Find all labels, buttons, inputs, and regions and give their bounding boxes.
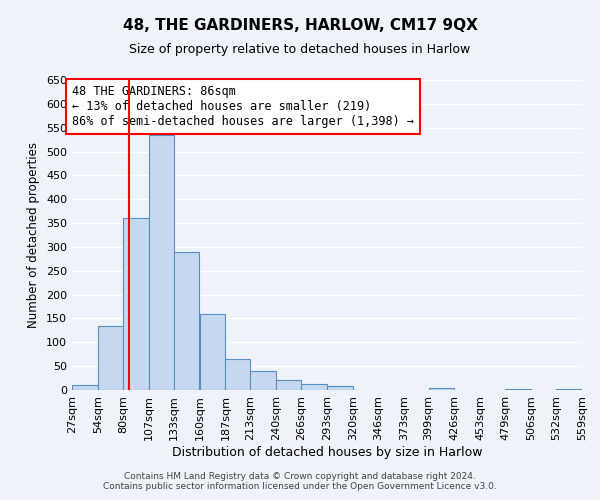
Bar	[199, 314, 226, 390]
Bar	[327, 386, 353, 390]
Text: Contains HM Land Registry data © Crown copyright and database right 2024.: Contains HM Land Registry data © Crown c…	[124, 472, 476, 481]
Bar	[301, 384, 327, 390]
Y-axis label: Number of detached properties: Number of detached properties	[28, 142, 40, 328]
Bar	[123, 218, 149, 390]
Bar	[556, 389, 582, 390]
Bar	[428, 388, 455, 390]
Bar	[226, 359, 250, 390]
Bar	[250, 371, 276, 390]
Bar	[72, 385, 98, 390]
Text: Size of property relative to detached houses in Harlow: Size of property relative to detached ho…	[130, 42, 470, 56]
Text: 48 THE GARDINERS: 86sqm
← 13% of detached houses are smaller (219)
86% of semi-d: 48 THE GARDINERS: 86sqm ← 13% of detache…	[72, 85, 414, 128]
Bar	[98, 326, 123, 390]
Bar	[276, 380, 301, 390]
Bar	[149, 135, 173, 390]
Text: Contains public sector information licensed under the Open Government Licence v3: Contains public sector information licen…	[103, 482, 497, 491]
Text: 48, THE GARDINERS, HARLOW, CM17 9QX: 48, THE GARDINERS, HARLOW, CM17 9QX	[122, 18, 478, 32]
Bar	[505, 389, 531, 390]
Bar	[173, 252, 199, 390]
X-axis label: Distribution of detached houses by size in Harlow: Distribution of detached houses by size …	[172, 446, 482, 458]
